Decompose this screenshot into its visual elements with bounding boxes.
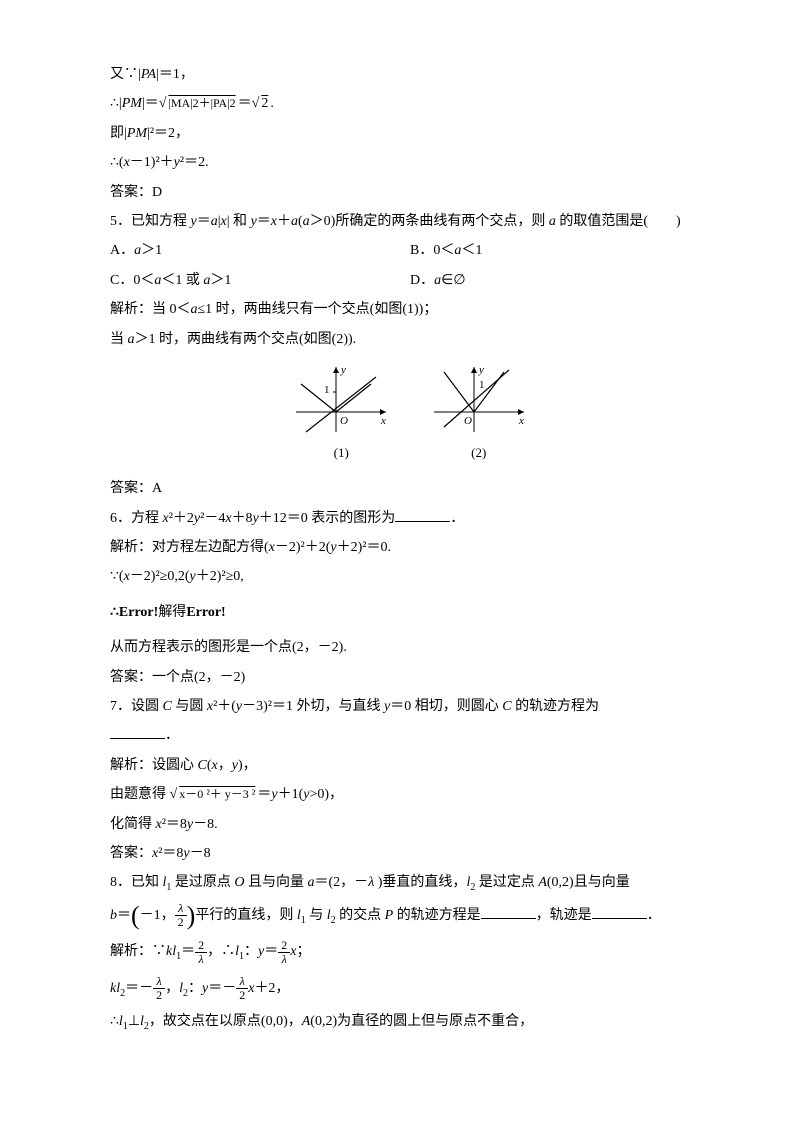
- solution-7a: 解析：设圆心 C(x，y)，: [110, 751, 710, 780]
- svg-text:y: y: [340, 364, 346, 376]
- solution-6b: ∵(x－2)²≥0,2(y＋2)²≥0,: [110, 562, 710, 591]
- svg-text:x: x: [518, 415, 524, 427]
- question-7: 7．设圆 C 与圆 x²＋(y－3)²＝1 外切，与直线 y＝0 相切，则圆心 …: [110, 692, 710, 721]
- para-4: ∴(x－1)²＋y²＝2.: [110, 148, 710, 177]
- solution-6d: 从而方程表示的图形是一个点(2，－2).: [110, 633, 710, 662]
- solution-5b: 当 a＞1 时，两曲线有两个交点(如图(2)).: [110, 325, 710, 354]
- svg-text:O: O: [464, 415, 472, 427]
- question-7-blank: ．: [110, 721, 710, 750]
- solution-8a: 解析：∵kl1＝2λ，∴l1：y＝2λx；: [110, 934, 710, 970]
- answer-7: 答案：x²＝8y－8: [110, 839, 710, 868]
- solution-7c: 化简得 x²＝8y－8.: [110, 810, 710, 839]
- solution-6a: 解析：对方程左边配方得(x－2)²＋2(y＋2)²＝0.: [110, 533, 710, 562]
- svg-text:1: 1: [324, 384, 330, 396]
- question-5: 5．已知方程 y＝a|x| 和 y＝x＋a(a＞0)所确定的两条曲线有两个交点，…: [110, 207, 710, 236]
- svg-text:1: 1: [479, 379, 485, 391]
- solution-7b: 由题意得 x－0 ²＋ y－3 ²＝y＋1(y>0)，: [110, 780, 710, 809]
- graph-2-svg: 1 y x O: [424, 362, 534, 437]
- graph-2: 1 y x O (2): [424, 362, 534, 466]
- question-8b: b＝(－1，λ2)平行的直线，则 l1 与 l2 的交点 P 的轨迹方程是，轨迹…: [110, 898, 710, 934]
- question-8a: 8．已知 l1 是过原点 O 且与向量 a＝(2，－λ )垂直的直线，l2 是过…: [110, 868, 710, 898]
- svg-text:y: y: [478, 364, 484, 376]
- solution-8c: ∴l1⊥l2，故交点在以原点(0,0)，A(0,2)为直径的圆上但与原点不重合，: [110, 1007, 710, 1037]
- answer-4: 答案：D: [110, 178, 710, 207]
- answer-5: 答案：A: [110, 474, 710, 503]
- svg-text:O: O: [340, 415, 348, 427]
- question-6: 6．方程 x²＋2y²－4x＋8y＋12＝0 表示的图形为．: [110, 504, 710, 533]
- graphs-container: 1 y x O (1) 1 y x O (2): [110, 362, 710, 466]
- solution-5a: 解析：当 0＜a≤1 时，两曲线只有一个交点(如图(1))；: [110, 295, 710, 324]
- graph-1-svg: 1 y x O: [286, 362, 396, 437]
- options-row-2: C．0＜a＜1 或 a＞1 D．a∈∅: [110, 266, 710, 295]
- answer-6: 答案：一个点(2，－2): [110, 663, 710, 692]
- options-row-1: A．a＞1 B．0＜a＜1: [110, 236, 710, 265]
- para-3: 即|PM|²＝2，: [110, 119, 710, 148]
- svg-text:x: x: [380, 415, 386, 427]
- solution-8b: kl2＝－λ2，l2：y＝－λ2x＋2，: [110, 971, 710, 1007]
- para-2: ∴|PM|＝|MA|2＋|PA|2＝2.: [110, 89, 710, 118]
- graph-1: 1 y x O (1): [286, 362, 396, 466]
- para-1: 又∵|PA|＝1，: [110, 60, 710, 89]
- solution-6c: ∴Error!解得Error!: [110, 598, 710, 627]
